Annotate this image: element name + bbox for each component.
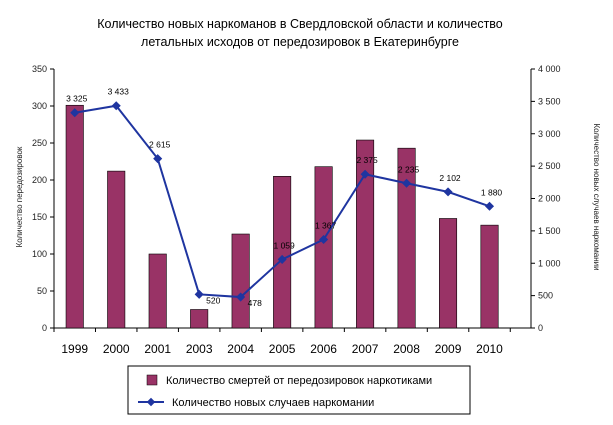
right-axis-label: Количество новых случаев наркомании xyxy=(592,123,601,270)
x-tick-label: 2010 xyxy=(476,342,503,356)
x-tick-label: 2003 xyxy=(186,342,213,356)
legend-line-label: Количество новых случаев наркомании xyxy=(172,397,374,409)
right-tick-label: 2 000 xyxy=(538,194,561,204)
right-tick-label: 4 000 xyxy=(538,64,561,74)
left-tick-label: 50 xyxy=(37,286,47,296)
line-data-labels: 3 325 3 433 2 615 520 478 1 059 1 367 2 375 2 23… xyxy=(66,87,502,308)
chart-title-line-2: летальных исходов от передозировок в Ека… xyxy=(141,35,459,49)
right-tick-label: 3 000 xyxy=(538,129,561,139)
right-axis-ticks: 0 500 1 000 1 500 2 000 2 500 3 000 3 500 4 000 xyxy=(531,64,561,333)
bar xyxy=(273,176,292,329)
x-tick-label: 2001 xyxy=(144,342,171,356)
left-tick-label: 0 xyxy=(42,323,47,333)
line-point xyxy=(70,108,80,118)
bar xyxy=(439,218,458,329)
line-data-label: 2 235 xyxy=(398,164,420,174)
line-point xyxy=(194,289,204,299)
right-tick-label: 1 000 xyxy=(538,258,561,268)
bar xyxy=(148,253,167,329)
x-tick-label: 2000 xyxy=(103,342,130,356)
bar-series xyxy=(65,104,499,329)
legend-bar-swatch xyxy=(146,374,158,386)
left-tick-label: 200 xyxy=(32,175,47,185)
line-data-label: 478 xyxy=(248,298,262,308)
right-tick-label: 2 500 xyxy=(538,161,561,171)
x-tick-label: 2006 xyxy=(310,342,337,356)
x-axis-ticks: 1999 2000 2001 2003 2004 2005 2006 2007 2008 2009… xyxy=(53,328,511,356)
bar xyxy=(107,170,126,329)
x-tick-label: 2008 xyxy=(393,342,420,356)
x-tick-label: 1999 xyxy=(61,342,88,356)
bar xyxy=(190,309,209,329)
bar xyxy=(397,147,416,329)
line-data-label: 2 375 xyxy=(356,155,378,165)
left-tick-label: 150 xyxy=(32,212,47,222)
right-tick-label: 3 500 xyxy=(538,96,561,106)
line-point xyxy=(111,101,121,111)
chart-title-line-1: Количество новых наркоманов в Свердловск… xyxy=(97,17,503,31)
line-point xyxy=(360,169,370,179)
right-tick-label: 1 500 xyxy=(538,226,561,236)
x-tick-label: 2004 xyxy=(227,342,254,356)
x-tick-label: 2005 xyxy=(269,342,296,356)
bar xyxy=(480,224,499,329)
line-data-label: 520 xyxy=(206,295,220,305)
line-data-label: 3 433 xyxy=(108,87,130,97)
bar xyxy=(65,104,84,329)
left-tick-label: 300 xyxy=(32,101,47,111)
x-tick-label: 2009 xyxy=(435,342,462,356)
line-point xyxy=(443,187,453,197)
left-axis-label: Количество передозировок xyxy=(15,146,24,247)
left-axis-ticks: 0 50 100 150 200 250 300 350 xyxy=(32,64,54,333)
line-point xyxy=(484,201,495,211)
left-tick-label: 250 xyxy=(32,138,47,148)
line-data-label: 1 880 xyxy=(481,187,503,197)
bar xyxy=(314,166,333,329)
line-point xyxy=(236,292,246,302)
bar xyxy=(356,139,375,329)
left-tick-label: 350 xyxy=(32,64,47,74)
chart-title: Количество новых наркоманов в Свердловск… xyxy=(97,17,503,49)
legend-line-marker xyxy=(146,397,156,407)
left-tick-label: 100 xyxy=(32,249,47,259)
line-data-label: 3 325 xyxy=(66,94,88,104)
legend-box xyxy=(127,365,471,415)
line-data-label: 1 059 xyxy=(273,240,295,250)
right-tick-label: 500 xyxy=(538,291,553,301)
bar xyxy=(231,233,250,329)
legend: Количество смертей от передозировок нарк… xyxy=(127,365,471,415)
line-data-label: 2 102 xyxy=(439,173,461,183)
x-tick-label: 2007 xyxy=(352,342,379,356)
right-tick-label: 0 xyxy=(538,323,543,333)
line-data-label: 2 615 xyxy=(149,140,171,150)
legend-bar-label: Количество смертей от передозировок нарк… xyxy=(166,375,432,387)
line-data-label: 1 367 xyxy=(315,220,337,230)
